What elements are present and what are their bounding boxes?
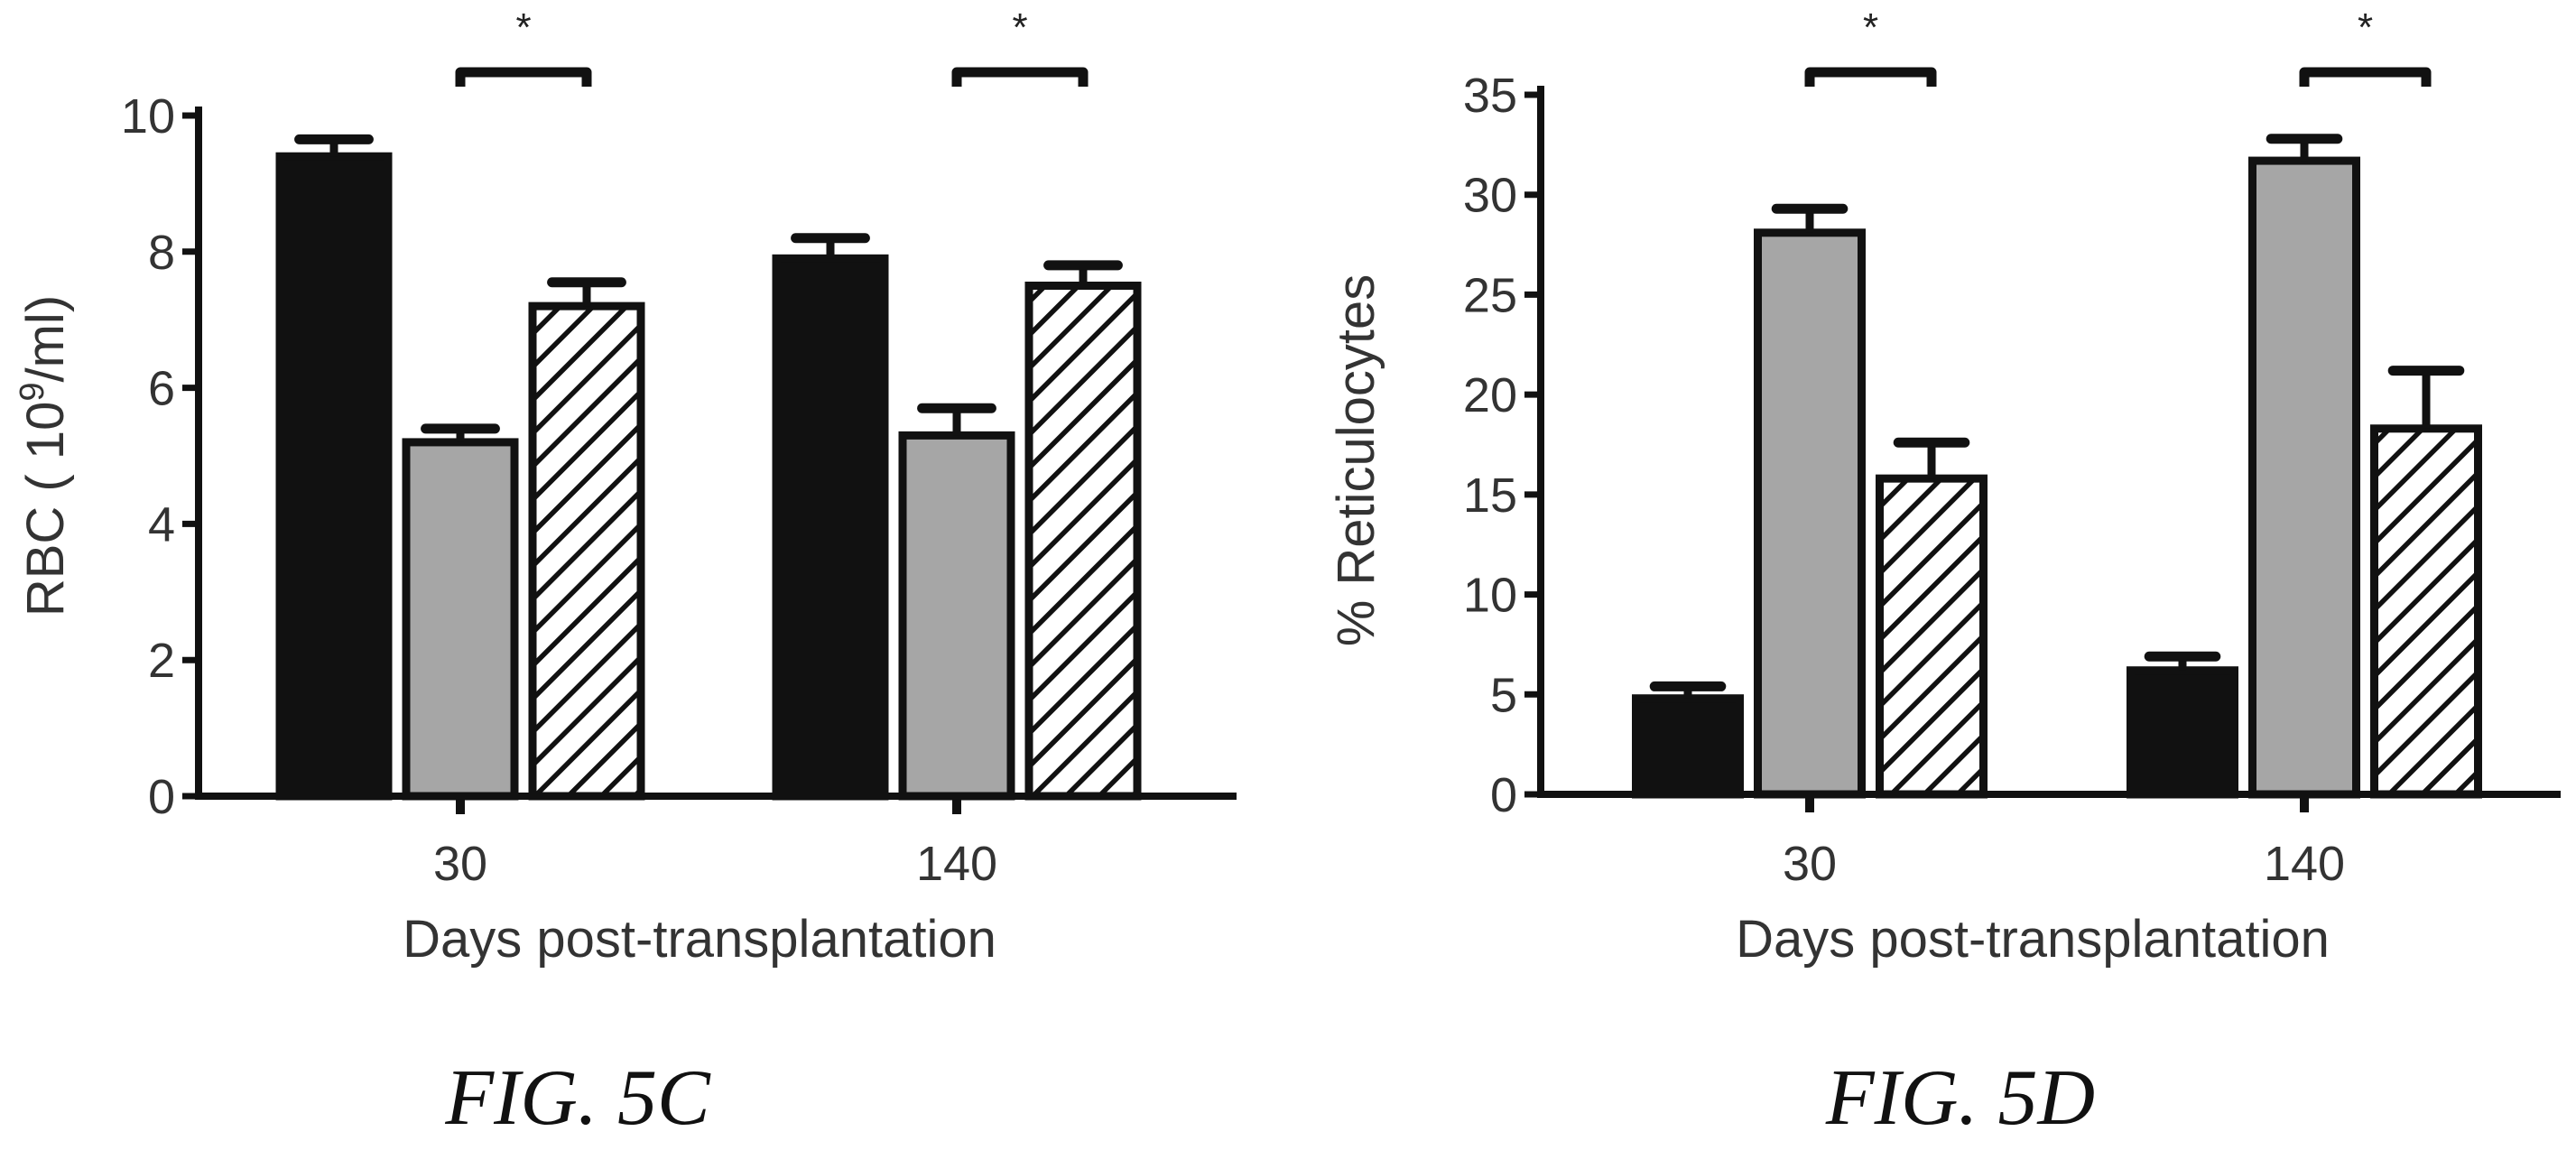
- y-tick-label: 2: [148, 634, 175, 688]
- bar-series1-day140: [2127, 666, 2238, 799]
- x-tick-label: 30: [1783, 837, 1837, 891]
- bar-series2-day30: [402, 438, 519, 801]
- figure-5d: 0 5 10 15 20 25 30 35 % Reticulocytes 30 140 * * Days…: [1288, 0, 2576, 1150]
- x-axis-title: Days post-transplantation: [403, 910, 996, 969]
- y-tick-label: 20: [1463, 368, 1517, 422]
- bar-series2-day140: [2248, 156, 2360, 799]
- y-tick-label: 10: [1463, 569, 1517, 623]
- y-axis-title: RBC ( 109/ml): [14, 295, 75, 617]
- x-tick-label: 30: [433, 837, 487, 891]
- bar-series3-day140: [1024, 282, 1142, 801]
- y-tick-label: 0: [1490, 768, 1517, 822]
- bar-series3-day140: [2370, 424, 2482, 799]
- y-tick-label: 35: [1463, 69, 1517, 123]
- y-tick-label: 15: [1463, 468, 1517, 523]
- figure-caption: FIG. 5D: [1825, 1054, 2095, 1142]
- bar-series1-day140: [772, 254, 889, 801]
- bar-series1-day30: [1632, 694, 1744, 799]
- significance-bracket: [1804, 67, 1937, 87]
- bar-series3-day30: [528, 301, 645, 801]
- figure-5c: 0 2 4 6 8 10 RBC ( 109/ml) 30 140 * * Days post-tra…: [14, 5, 1237, 1142]
- x-tick-label: 140: [916, 837, 997, 891]
- significance-star: *: [2358, 5, 2373, 50]
- y-tick-label: 8: [148, 226, 175, 280]
- rbc-bar-chart: 0 2 4 6 8 10 RBC ( 109/ml) 30 140 * * Days post-tra…: [14, 5, 1237, 1142]
- y-tick-label: 4: [148, 497, 175, 552]
- reticulocytes-bar-chart: 0 5 10 15 20 25 30 35 % Reticulocytes 30 140 * * Days…: [1327, 5, 2561, 1142]
- y-tick-label: 6: [148, 362, 175, 416]
- figure-caption: FIG. 5C: [444, 1054, 711, 1142]
- y-tick-label: 10: [121, 89, 175, 144]
- bar-series1-day30: [275, 152, 393, 801]
- y-tick-label: 0: [148, 770, 175, 824]
- significance-star: *: [1012, 5, 1027, 50]
- significance-star: *: [1863, 5, 1878, 50]
- significance-star: *: [515, 5, 531, 50]
- bar-series2-day30: [1754, 228, 1866, 799]
- y-tick-label: 30: [1463, 169, 1517, 223]
- significance-bracket: [951, 67, 1089, 87]
- x-axis-title: Days post-transplantation: [1736, 910, 2330, 969]
- y-axis-title: % Reticulocytes: [1327, 274, 1385, 647]
- bar-series2-day140: [898, 431, 1015, 801]
- x-tick-label: 140: [2264, 837, 2345, 891]
- y-tick-label: 5: [1490, 668, 1517, 722]
- significance-bracket: [2299, 67, 2432, 87]
- y-tick-label: 25: [1463, 268, 1517, 322]
- bar-series3-day30: [1876, 474, 1988, 799]
- significance-bracket: [455, 67, 592, 87]
